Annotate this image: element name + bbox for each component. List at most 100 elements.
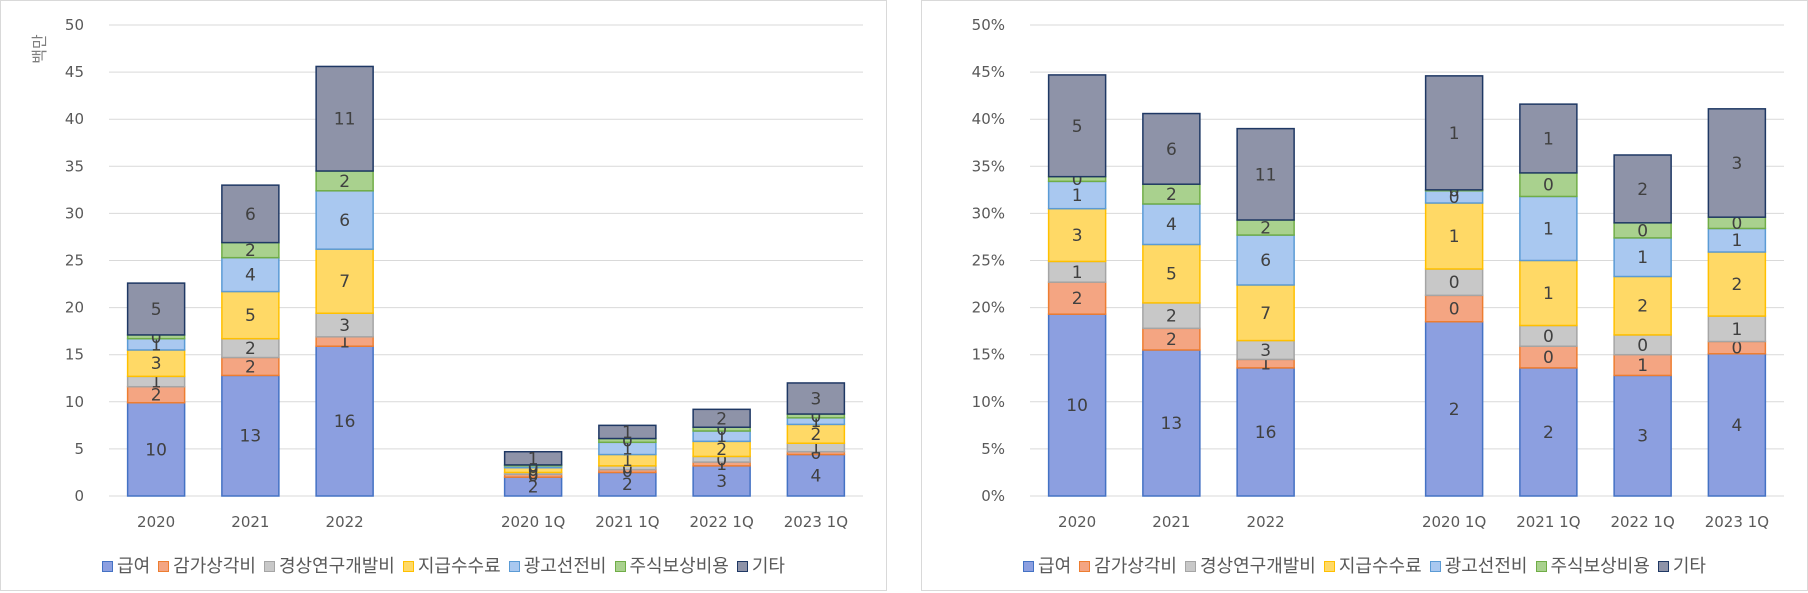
bar-segment	[221, 374, 280, 497]
bar-segment	[1707, 108, 1767, 218]
legend-item: 경상연구개발비	[1184, 552, 1316, 578]
chart-right: 0%5%10%15%20%25%30%35%40%45%50%202010213…	[972, 16, 1784, 531]
legend-label: 광고선전비	[523, 556, 607, 577]
data-label: 0	[528, 456, 539, 476]
data-label: 2	[151, 386, 162, 406]
bar-segment	[692, 465, 751, 497]
legend-label: 주식보상비용	[629, 556, 729, 577]
legend-swatch	[102, 561, 114, 572]
y-tick-label: 50	[65, 16, 84, 34]
legend-swatch	[1429, 561, 1441, 572]
legend-label: 감가상각비	[173, 556, 256, 577]
y-tick-label: 35	[65, 157, 84, 175]
y-tick-label: 5%	[981, 440, 1005, 458]
data-label: 6	[245, 205, 256, 225]
data-label: 4	[810, 466, 821, 486]
legend-item: 경상연구개발비	[263, 552, 395, 578]
data-label: 1	[1543, 219, 1554, 239]
data-label: 0	[622, 459, 633, 479]
legend-label: 급여	[1038, 556, 1072, 577]
data-label: 3	[810, 390, 821, 410]
data-label: 0	[1637, 336, 1648, 356]
bar-segment	[1047, 207, 1107, 263]
data-label: 0	[810, 444, 821, 464]
data-label: 3	[1260, 341, 1271, 361]
bar-segment	[221, 256, 280, 293]
data-label: 7	[339, 272, 350, 292]
bar-segment	[503, 450, 563, 466]
data-label: 6	[1260, 251, 1271, 271]
data-label: 1	[1543, 284, 1554, 304]
bar-segment	[1424, 202, 1484, 270]
bar-segment	[1707, 315, 1767, 343]
y-tick-label: 30%	[972, 204, 1005, 222]
data-label: 2	[622, 475, 633, 495]
data-label: 1	[1637, 248, 1648, 268]
data-label: 2	[245, 357, 256, 377]
data-label: 16	[1255, 423, 1277, 443]
data-label: 1	[1449, 124, 1460, 144]
x-tick-label: 2022	[1247, 513, 1285, 531]
x-tick-label: 2020 1Q	[501, 513, 565, 531]
bar-segment	[1707, 251, 1767, 317]
legend-item: 주식보상비용	[614, 552, 729, 578]
data-label: 16	[334, 412, 356, 432]
data-label: 2	[1637, 297, 1648, 317]
data-label: 0	[1731, 339, 1742, 359]
bar-segment	[221, 290, 280, 340]
data-label: 10	[145, 440, 167, 460]
chart-left: 05101520253035404550백만202010213105202113…	[30, 16, 863, 531]
bar-segment	[1707, 353, 1767, 497]
legend-swatch	[1184, 561, 1196, 572]
bar-segment	[1519, 103, 1578, 174]
data-label: 3	[1637, 427, 1648, 447]
legend-swatch	[158, 561, 170, 572]
bar-segment	[1613, 374, 1672, 497]
x-tick-label: 2021	[1152, 513, 1190, 531]
data-label: 0	[1543, 348, 1554, 368]
data-label: 3	[1731, 154, 1742, 174]
bar-segment	[1613, 237, 1672, 278]
y-tick-label: 10	[65, 393, 84, 411]
chart-left-panel: 0 5 10 15 20 25 30 35 40 45 50 백만 2020 10 2 1 3 1 0 5 2021 13…	[0, 0, 887, 591]
x-tick-label: 2023 1Q	[1705, 513, 1769, 531]
legend-item: 지급수수료	[1323, 552, 1422, 578]
y-tick-label: 0	[74, 487, 84, 505]
data-label: 2	[528, 478, 539, 498]
data-label: 6	[339, 211, 350, 231]
bar-segment	[1142, 112, 1201, 185]
data-label: 4	[1731, 416, 1742, 436]
y-tick-label: 30	[65, 204, 84, 222]
data-label: 0	[1449, 300, 1460, 320]
legend-item: 광고선전비	[508, 552, 607, 578]
x-tick-label: 2020	[137, 513, 175, 531]
data-label: 5	[1072, 117, 1083, 137]
data-label: 1	[810, 412, 821, 432]
bar-segment	[1047, 180, 1107, 210]
legend-item: 감가상각비	[158, 552, 256, 578]
data-label: 2	[810, 425, 821, 445]
bar-segment	[1142, 349, 1201, 497]
data-label: 1	[1731, 320, 1742, 340]
data-label: 3	[151, 354, 162, 374]
data-label: 2	[716, 440, 727, 460]
data-label: 1	[1543, 130, 1554, 150]
x-tick-label: 2022 1Q	[689, 513, 753, 531]
bar-segment	[126, 401, 186, 497]
legend-right: 급여 감가상각비 경상연구개발비 지급수수료 광고선전비 주식보상비용 기타	[922, 552, 1807, 578]
x-tick-label: 2023 1Q	[784, 513, 848, 531]
data-label: 2	[1166, 185, 1177, 205]
y-tick-label: 10%	[972, 393, 1005, 411]
legend-swatch	[1535, 561, 1547, 572]
y-tick-label: 40	[65, 110, 84, 128]
legend-item: 기타	[1657, 552, 1706, 578]
data-label: 0	[716, 450, 727, 470]
data-label: 2	[1731, 275, 1742, 295]
y-tick-label: 25%	[972, 252, 1005, 270]
y-tick-label: 40%	[972, 110, 1005, 128]
data-label: 2	[339, 172, 350, 192]
x-tick-label: 2021	[231, 513, 269, 531]
bar-segment	[126, 282, 186, 336]
data-label: 0	[1543, 327, 1554, 347]
data-label: 1	[528, 449, 539, 469]
